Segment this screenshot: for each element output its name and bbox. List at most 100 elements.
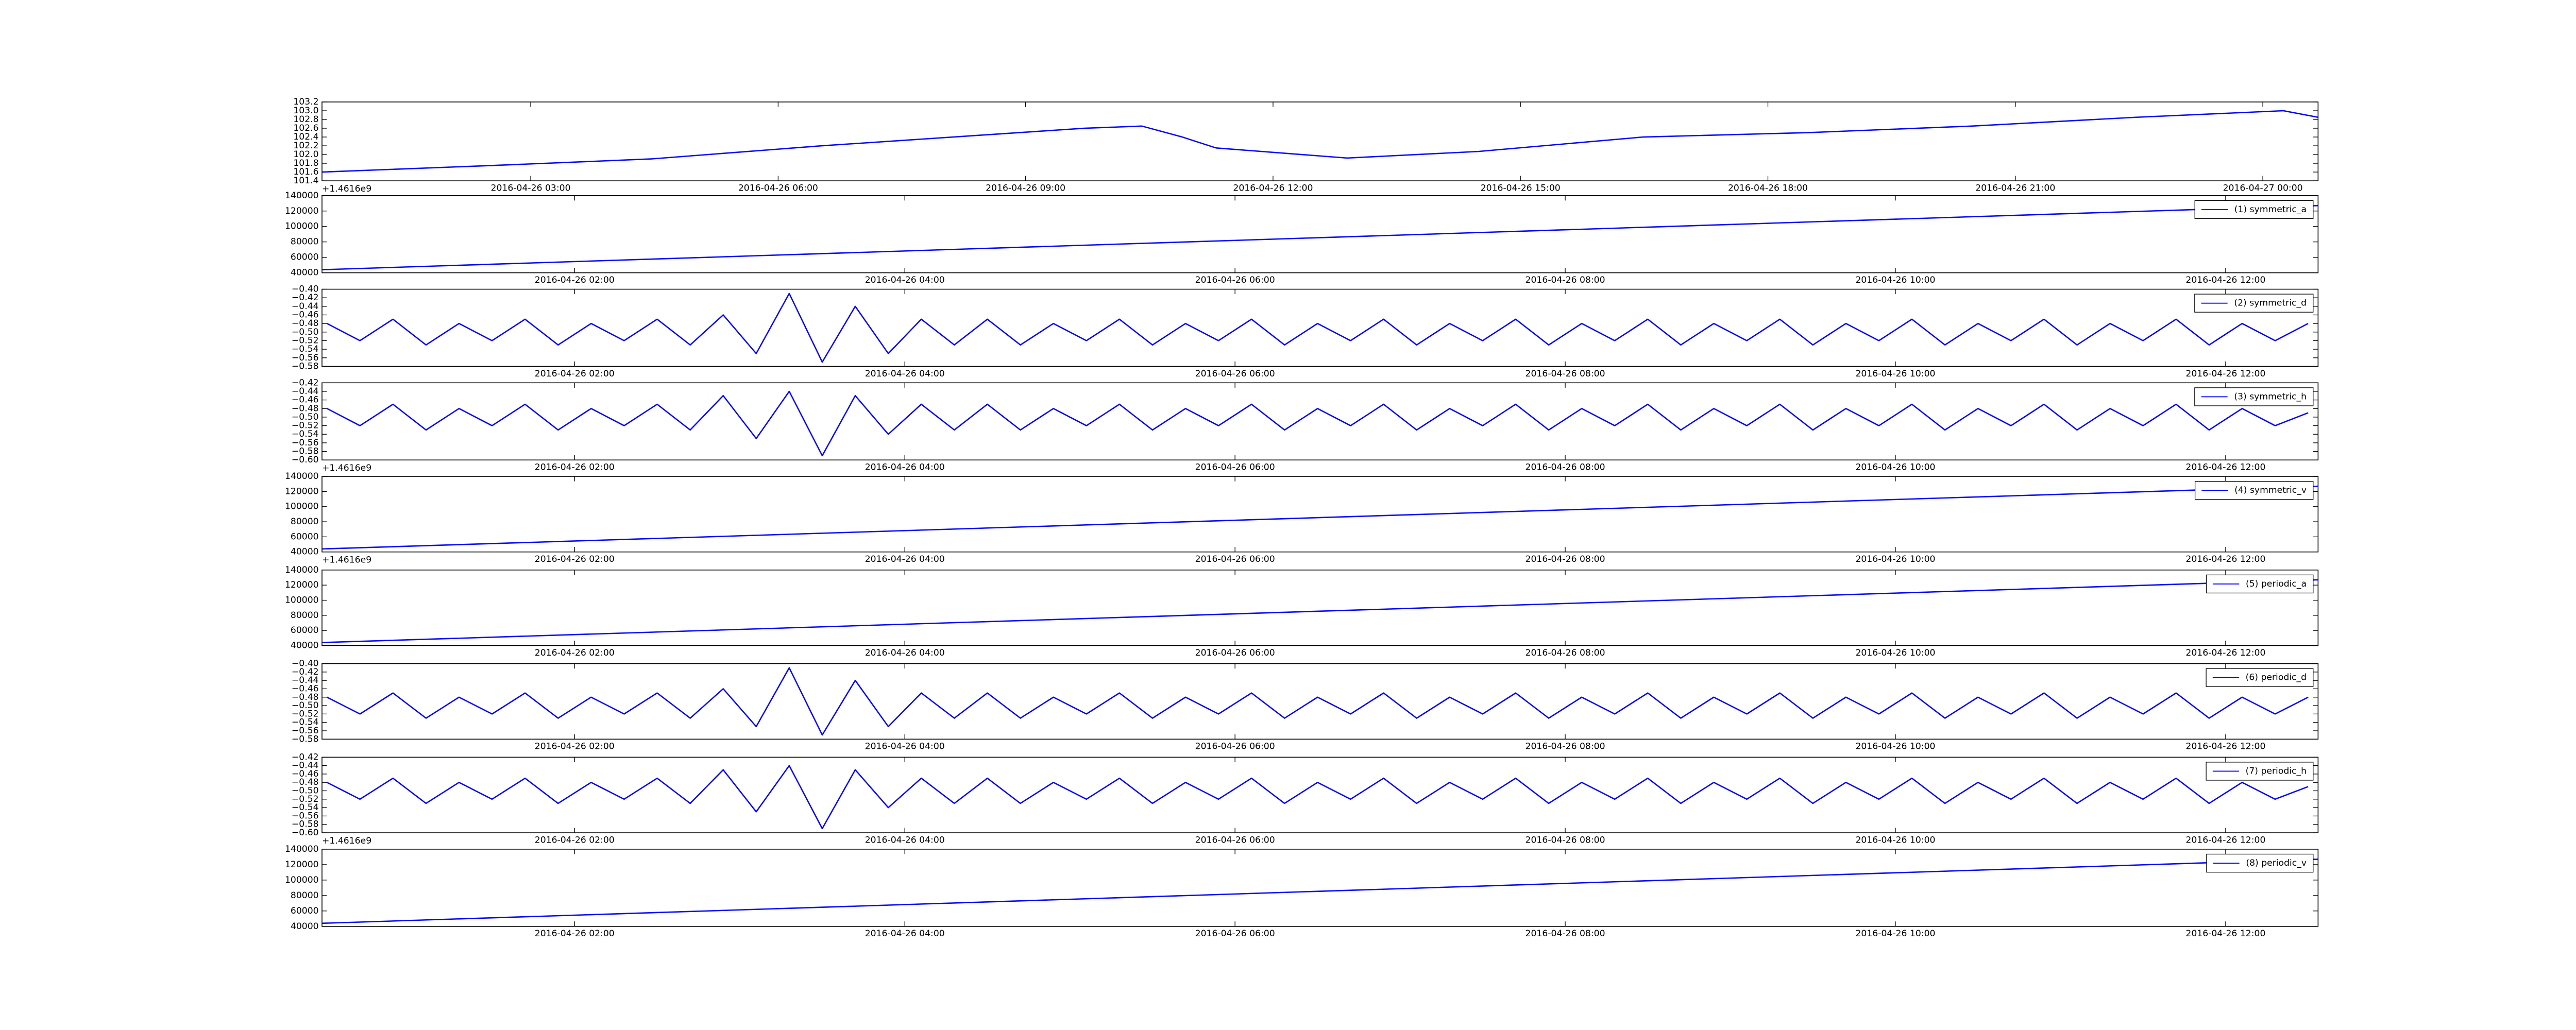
x-tick-label: 2016-04-26 04:00 [865,462,945,473]
x-tick-label: 2016-04-26 02:00 [535,462,615,473]
data-line [327,667,2309,736]
y-tick-label: 103.0 [293,106,318,116]
y-tick-label: −0.58 [292,361,319,371]
axes-frame [321,663,2319,740]
data-line [327,390,2309,457]
x-tick-label: 2016-04-26 08:00 [1526,929,1605,939]
data-line [327,765,2309,830]
axes-frame [321,476,2319,553]
y-tick-label: 100000 [285,595,319,605]
x-tick-label: 2016-04-26 06:00 [1195,648,1275,658]
y-tick-label: −0.60 [292,828,319,838]
x-tick-label: 2016-04-26 04:00 [865,275,945,285]
legend: (5) periodic_a [2206,574,2314,594]
x-tick-label: 2016-04-26 02:00 [535,929,615,939]
offset-text: +1.4616e9 [322,555,371,565]
x-tick-label: 2016-04-26 10:00 [1855,554,1935,564]
data-line [322,859,2318,924]
y-tick-label: −0.48 [292,777,319,787]
legend-box [2206,762,2314,781]
y-tick-label: −0.42 [292,293,319,303]
y-tick-label: −0.40 [292,659,319,669]
y-tick-label: −0.44 [292,761,319,771]
x-tick-label: 2016-04-26 12:00 [2185,929,2265,939]
y-tick-label: 60000 [291,252,319,263]
legend: (6) periodic_d [2206,668,2314,687]
y-tick-label: 101.4 [293,176,318,186]
x-tick-label: 2016-04-26 02:00 [535,835,615,845]
data-line [322,110,2318,173]
x-tick-label: 2016-04-26 10:00 [1855,929,1935,939]
x-tick-label: 2016-04-26 10:00 [1855,742,1935,752]
x-tick-label: 2016-04-26 06:00 [738,183,818,193]
x-tick-label: 2016-04-26 12:00 [2185,462,2265,473]
legend: (3) symmetric_h [2194,387,2314,406]
x-tick-label: 2016-04-26 18:00 [1728,183,1808,193]
y-tick-label: −0.46 [292,395,319,405]
legend: (7) periodic_h [2206,762,2314,781]
legend: (1) symmetric_a [2194,200,2314,219]
x-tick-label: 2016-04-26 08:00 [1526,835,1605,845]
x-tick-label: 2016-04-26 06:00 [1195,742,1275,752]
y-tick-label: −0.48 [292,318,319,329]
legend: (8) periodic_v [2206,853,2314,873]
x-tick-label: 2016-04-26 02:00 [535,648,615,658]
y-tick-label: 140000 [285,844,319,854]
x-tick-label: 2016-04-26 21:00 [1975,183,2055,193]
offset-text: +1.4616e9 [322,463,371,473]
x-tick-label: 2016-04-26 10:00 [1855,369,1935,379]
y-tick-label: −0.52 [292,421,319,431]
y-tick-label: 100000 [285,502,319,512]
data-line [322,579,2318,643]
x-tick-label: 2016-04-26 08:00 [1526,648,1605,658]
y-tick-label: 40000 [291,921,319,932]
y-tick-label: −0.56 [292,811,319,821]
x-tick-label: 2016-04-27 00:00 [2223,183,2303,193]
y-tick-label: −0.42 [292,752,319,762]
data-line [322,204,2318,270]
x-tick-label: 2016-04-26 04:00 [865,648,945,658]
axes-frame [321,757,2319,833]
x-tick-label: 2016-04-26 04:00 [865,554,945,564]
y-tick-label: 60000 [291,625,319,636]
x-tick-label: 2016-04-26 08:00 [1526,462,1605,473]
legend-label: (8) periodic_v [2246,858,2307,868]
legend-label: (3) symmetric_h [2234,391,2307,402]
legend: (2) symmetric_d [2194,294,2314,313]
y-tick-label: 40000 [291,547,319,557]
x-tick-label: 2016-04-26 02:00 [535,742,615,752]
y-tick-label: −0.50 [292,327,319,337]
x-tick-label: 2016-04-26 06:00 [1195,462,1275,473]
y-tick-label: 80000 [291,237,319,247]
axes-frame [321,849,2319,927]
y-tick-label: 80000 [291,890,319,901]
y-tick-label: −0.54 [292,429,319,439]
y-tick-label: 80000 [291,610,319,621]
y-tick-label: 101.8 [293,158,318,168]
x-tick-label: 2016-04-26 06:00 [1195,275,1275,285]
x-tick-label: 2016-04-26 06:00 [1195,929,1275,939]
x-tick-label: 2016-04-26 15:00 [1481,183,1561,193]
x-tick-label: 2016-04-26 10:00 [1855,462,1935,473]
x-tick-label: 2016-04-26 10:00 [1855,648,1935,658]
x-tick-label: 2016-04-26 12:00 [2185,275,2265,285]
legend-label: (7) periodic_h [2246,766,2307,776]
y-tick-label: −0.58 [292,819,319,830]
y-tick-label: 120000 [285,206,319,216]
legend-label: (5) periodic_a [2246,579,2307,589]
y-tick-label: 102.4 [293,132,318,142]
y-tick-label: −0.54 [292,802,319,813]
y-tick-label: 60000 [291,906,319,916]
y-tick-label: −0.42 [292,377,319,388]
x-tick-label: 2016-04-26 08:00 [1526,369,1605,379]
x-tick-label: 2016-04-26 10:00 [1855,275,1935,285]
y-tick-label: 102.0 [293,149,318,160]
x-tick-label: 2016-04-26 09:00 [986,183,1065,193]
x-tick-label: 2016-04-26 10:00 [1855,835,1935,845]
y-tick-label: 140000 [285,191,319,201]
y-tick-label: 102.2 [293,141,318,151]
x-tick-label: 2016-04-26 06:00 [1195,369,1275,379]
data-line [327,293,2309,363]
y-tick-label: 100000 [285,221,319,232]
